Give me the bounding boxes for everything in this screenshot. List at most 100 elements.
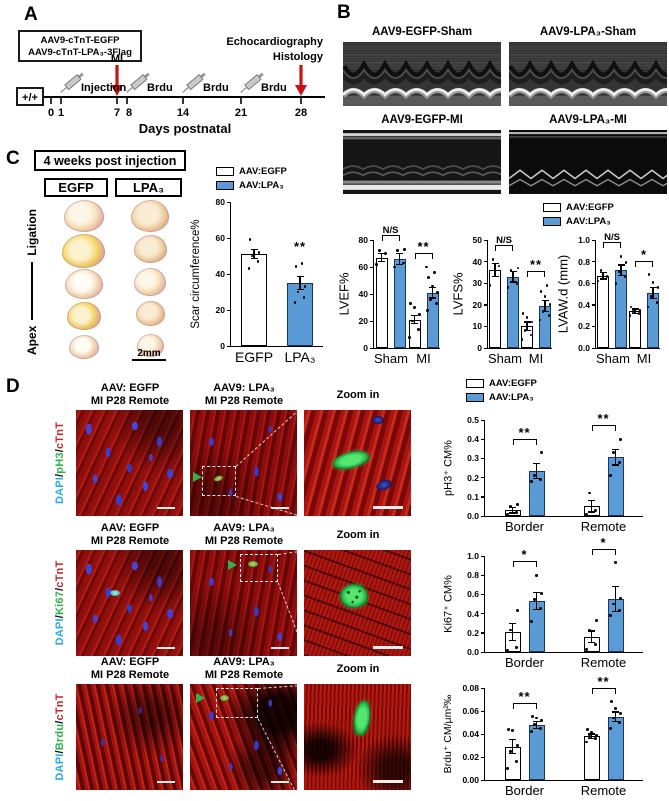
- apex-label: Apex: [25, 325, 39, 356]
- data-point: [612, 602, 615, 606]
- data-point: [523, 329, 527, 333]
- timepoint-box: 4 weeks post injection: [34, 150, 186, 171]
- y-tick-label: 0.4: [578, 299, 590, 310]
- error-cap: [631, 312, 639, 315]
- vector-line1: AAV9-cTnT-EGFP: [41, 35, 121, 46]
- data-point: [605, 275, 609, 279]
- data-point: [628, 314, 632, 317]
- heart-section: [137, 334, 164, 357]
- y-tick-label: 0.08: [462, 683, 479, 693]
- data-point: [418, 312, 421, 316]
- echo-trace: [343, 165, 501, 171]
- echo-title-egfp-mi: AAV9-EGFP-MI: [381, 114, 463, 126]
- legend: AAV:EGFP AAV:LPA₃: [543, 202, 614, 227]
- echo-trace: [509, 88, 667, 97]
- data-point: [530, 480, 533, 483]
- legend-item-lpa3: AAV:LPA₃: [466, 392, 537, 403]
- error-cap: [509, 270, 517, 273]
- data-point: [624, 261, 628, 265]
- data-point: [506, 512, 509, 516]
- data-point: [530, 619, 533, 623]
- error-cap: [429, 286, 436, 288]
- legend-item-lpa3: AAV:LPA₃: [216, 180, 287, 191]
- echo-image-lpa3-sham: [509, 42, 667, 106]
- echo-trace: [509, 95, 667, 106]
- data-point: [585, 740, 588, 744]
- y-tick: [484, 239, 488, 241]
- sig-label: N/S: [496, 235, 512, 247]
- bar-lpa3: [426, 292, 439, 348]
- echo-trace: [343, 137, 501, 140]
- heart-section: [62, 234, 105, 268]
- error-cap: [588, 630, 595, 632]
- bar-lpa3: [607, 457, 624, 516]
- y-tick: [481, 593, 485, 596]
- error-cap: [509, 506, 516, 509]
- error-bar: [253, 249, 255, 259]
- chart-plot: 0 10 20 30 40 50 N/S Sham ** MI: [473, 235, 552, 366]
- data-point: [302, 296, 306, 299]
- y-tick: [481, 687, 485, 689]
- error-cap: [509, 622, 516, 624]
- sig-bracket: [381, 235, 400, 242]
- bar-egfp: [489, 270, 501, 348]
- y-tick-label: 0.5: [467, 415, 479, 425]
- error-cap: [533, 609, 540, 611]
- data-point: [533, 597, 536, 601]
- positive-cell: [330, 447, 372, 473]
- sig-label: *: [600, 534, 607, 550]
- data-point: [529, 333, 533, 337]
- positive-cell: [248, 561, 258, 567]
- error-cap: [588, 733, 595, 735]
- data-point: [612, 716, 615, 720]
- data-point: [293, 301, 297, 305]
- sig-bracket: [591, 548, 616, 555]
- data-point: [509, 268, 513, 272]
- error-cap: [588, 511, 595, 513]
- data-point: [300, 261, 304, 265]
- data-point: [610, 700, 613, 704]
- column-header-zoom: Zoom in: [336, 529, 380, 541]
- y-tick-label: 0.4: [467, 608, 479, 619]
- data-point: [375, 262, 378, 266]
- scale-bar: [157, 781, 175, 783]
- data-point: [618, 721, 621, 724]
- y-tick: [370, 347, 374, 349]
- if-image-brdu-egfp: [76, 684, 183, 790]
- positive-cell: [110, 590, 120, 596]
- data-point: [436, 291, 439, 295]
- axis-line: [31, 261, 33, 320]
- scale-bar: [373, 646, 403, 649]
- y-tick-label: 20: [215, 305, 225, 315]
- y-tick: [370, 320, 374, 322]
- legend-label-egfp: AAV:EGFP: [566, 202, 614, 213]
- legend-item-egfp: AAV:EGFP: [466, 378, 537, 389]
- sig-bracket: [635, 260, 653, 267]
- marker-label: Ki67: [54, 590, 66, 616]
- chart-plot: 0.0 0.2 0.4 0.6 0.8 1.0 * Border * Remote: [467, 535, 643, 670]
- chart-plot: 0.00 0.02 0.04 0.06 0.08 ** Border ** Remote: [462, 674, 643, 798]
- legend-label-lpa3: AAV:LPA₃: [566, 216, 611, 227]
- data-point: [545, 283, 549, 287]
- data-point: [531, 715, 534, 719]
- nucleus: [374, 477, 394, 493]
- data-point: [539, 478, 542, 481]
- echo-trace: [343, 133, 501, 137]
- data-point: [651, 280, 655, 284]
- error-cap: [541, 299, 549, 302]
- error-bar: [652, 287, 654, 299]
- error-bar: [614, 712, 617, 722]
- data-point: [426, 308, 429, 312]
- data-point: [596, 279, 600, 283]
- data-point: [595, 733, 598, 737]
- day-1: 1: [58, 107, 64, 119]
- data-point: [515, 760, 518, 763]
- syringe-icon: [60, 72, 84, 93]
- data-point: [435, 302, 438, 305]
- data-point: [533, 474, 536, 478]
- echo-title-lpa3-mi: AAV9-LPA₃-MI: [549, 114, 627, 126]
- echo-trace: [509, 67, 667, 85]
- if-image-ki67-lpa3: [190, 550, 297, 656]
- chart-scar-circumference: 0 20 40 60 80 EGFP ** LPA₃ Scar circumference%: [188, 190, 330, 370]
- y-tick: [481, 515, 485, 517]
